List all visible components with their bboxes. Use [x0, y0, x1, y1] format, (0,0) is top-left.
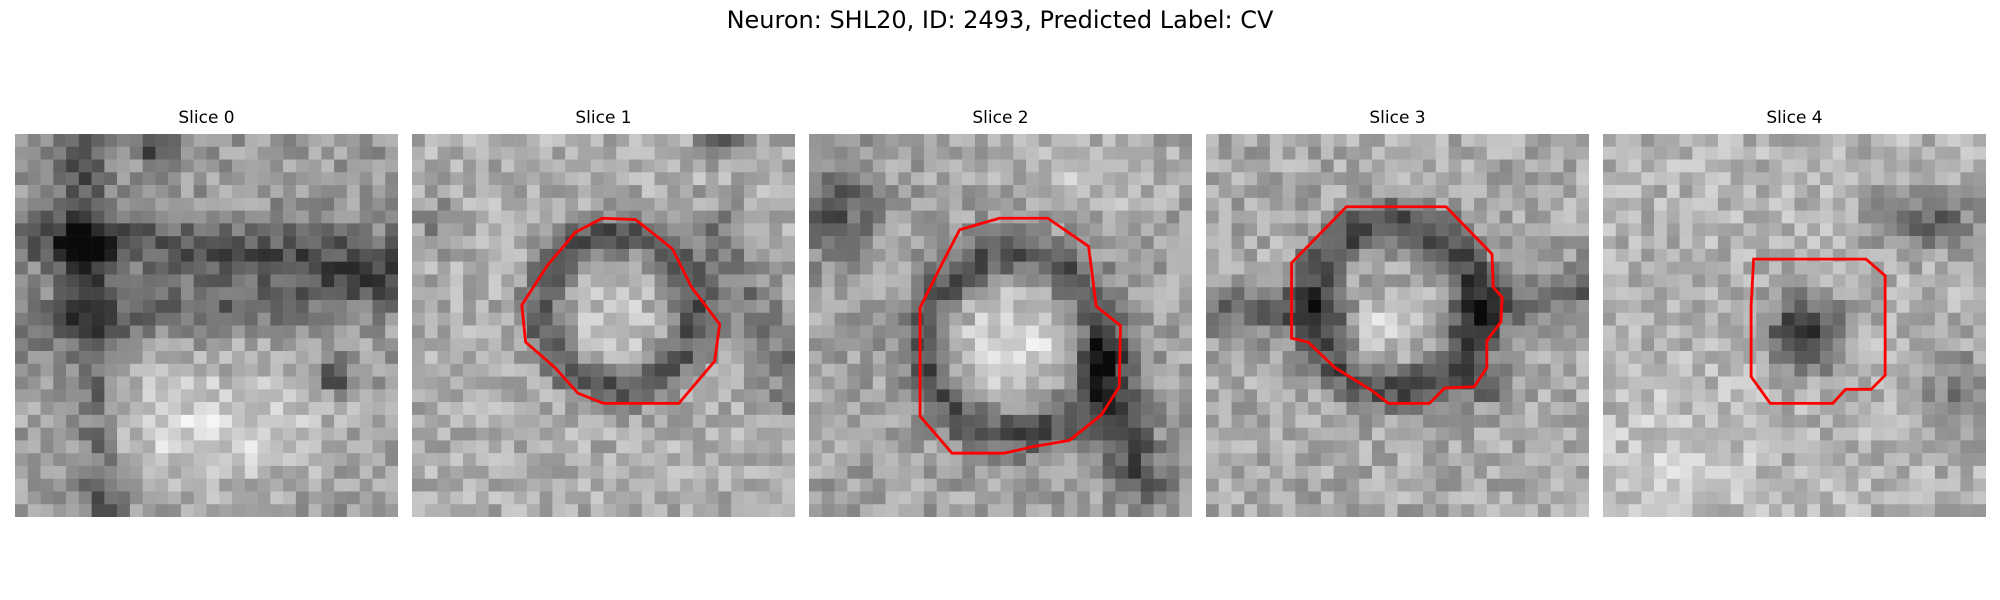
slice-image	[809, 134, 1192, 517]
slice-image	[412, 134, 795, 517]
grayscale-pixels	[1206, 134, 1589, 517]
grayscale-pixels	[809, 134, 1192, 517]
grayscale-pixels	[412, 134, 795, 517]
slice-image-svg	[1603, 134, 1986, 517]
segmentation-contour	[918, 216, 1122, 455]
slice-title: Slice 4	[1766, 108, 1823, 128]
slice-image-svg	[15, 134, 398, 517]
grayscale-pixels	[1603, 134, 1986, 517]
slice-image	[1206, 134, 1589, 517]
segmentation-contour	[1290, 205, 1504, 405]
slice-image-svg	[412, 134, 795, 517]
slice-title: Slice 3	[1369, 108, 1426, 128]
grayscale-pixels	[15, 134, 398, 517]
slice-title: Slice 2	[972, 108, 1029, 128]
slice-image-svg	[809, 134, 1192, 517]
figure-title: Neuron: SHL20, ID: 2493, Predicted Label…	[726, 6, 1274, 34]
slice-image	[1603, 134, 1986, 517]
slice-title: Slice 0	[178, 108, 235, 128]
slice-image-svg	[1206, 134, 1589, 517]
slice-image	[15, 134, 398, 517]
slice-title: Slice 1	[575, 108, 632, 128]
segmentation-contour	[520, 216, 722, 405]
segmentation-contour	[1749, 257, 1887, 405]
